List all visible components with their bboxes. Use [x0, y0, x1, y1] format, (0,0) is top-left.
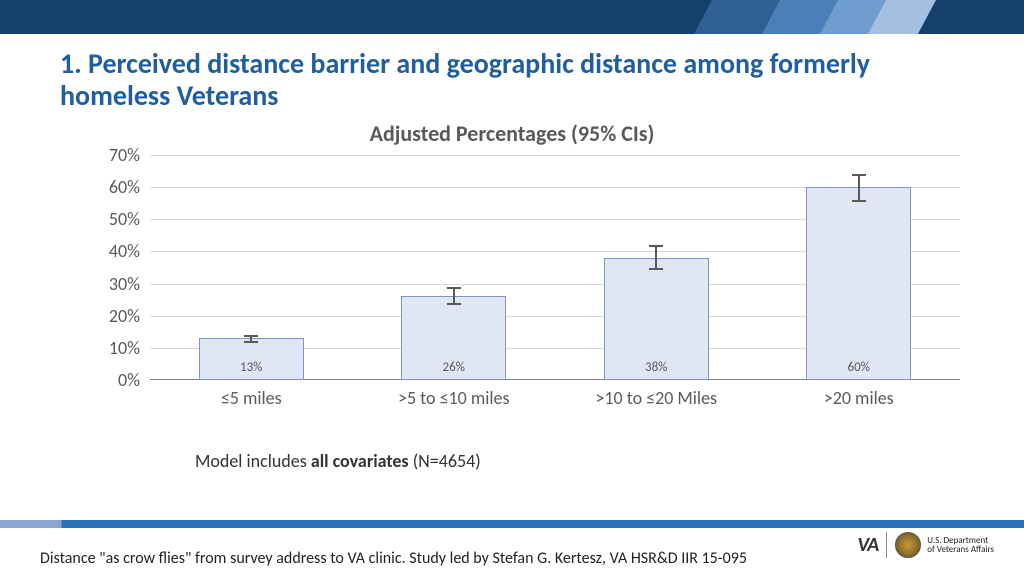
- error-bar: [453, 288, 455, 304]
- model-note: Model includes all covariates (N=4654): [195, 450, 481, 472]
- bar-value-label: 38%: [605, 360, 708, 375]
- x-category-label: >5 to ≤10 miles: [353, 387, 556, 409]
- bar-value-label: 60%: [807, 360, 910, 375]
- gridline: [150, 155, 960, 156]
- slide-title: 1. Perceived distance barrier and geogra…: [60, 48, 960, 112]
- plot-region: 13% 26% 38% 60%: [150, 155, 960, 380]
- y-tick-label: 20%: [80, 305, 140, 327]
- error-cap-high: [244, 335, 258, 337]
- bar: 26%: [401, 296, 506, 380]
- model-note-bold: all covariates: [311, 450, 409, 472]
- error-cap-high: [852, 174, 866, 176]
- error-bar: [858, 175, 860, 201]
- va-logo-block: VA U.S. Department of Veterans Affairs: [857, 532, 994, 558]
- bar-value-label: 26%: [402, 360, 505, 375]
- x-category-label: >10 to ≤20 Miles: [555, 387, 758, 409]
- model-note-prefix: Model includes: [195, 450, 311, 472]
- chart-subtitle: Adjusted Percentages (95% CIs): [0, 120, 1024, 147]
- footer-divider: [0, 520, 1024, 528]
- error-bar: [655, 246, 657, 269]
- y-tick-label: 40%: [80, 240, 140, 262]
- model-note-suffix: (N=4654): [409, 450, 481, 472]
- y-tick-label: 30%: [80, 273, 140, 295]
- error-cap-low: [244, 341, 258, 343]
- bar: 38%: [604, 258, 709, 380]
- header-accent: [724, 0, 1024, 34]
- bar: 13%: [199, 338, 304, 380]
- y-tick-label: 0%: [80, 369, 140, 391]
- y-tick-label: 10%: [80, 337, 140, 359]
- y-tick-label: 60%: [80, 176, 140, 198]
- error-cap-low: [852, 200, 866, 202]
- y-tick-label: 50%: [80, 208, 140, 230]
- footnote: Distance "as crow flies" from survey add…: [40, 549, 747, 568]
- logo-divider: [886, 532, 887, 558]
- bar: 60%: [806, 187, 911, 380]
- error-cap-high: [649, 245, 663, 247]
- error-cap-high: [447, 287, 461, 289]
- dept-line2: of Veterans Affairs: [927, 545, 994, 554]
- va-wordmark: VA: [857, 533, 878, 557]
- error-cap-low: [649, 268, 663, 270]
- bar-value-label: 13%: [200, 360, 303, 375]
- dept-text: U.S. Department of Veterans Affairs: [927, 536, 994, 555]
- y-tick-label: 70%: [80, 144, 140, 166]
- x-category-label: ≤5 miles: [150, 387, 353, 409]
- bar-chart: 0%10%20%30%40%50%60%70% 13%26%38%60% ≤5 …: [80, 155, 960, 415]
- va-seal-icon: [895, 532, 921, 558]
- error-cap-low: [447, 303, 461, 305]
- x-category-label: >20 miles: [758, 387, 961, 409]
- slide-root: 1. Perceived distance barrier and geogra…: [0, 0, 1024, 576]
